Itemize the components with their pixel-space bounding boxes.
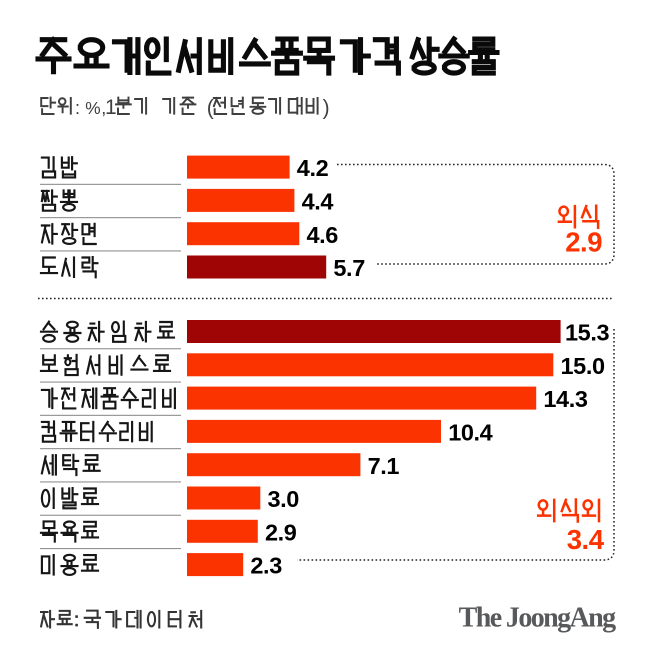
svg-text:10.4: 10.4 [448,420,492,446]
svg-text:15.3: 15.3 [565,320,609,346]
svg-text:,: , [101,98,106,118]
svg-text:(: ( [207,97,214,120]
svg-text:1: 1 [105,96,117,119]
svg-text:%: % [85,98,100,118]
svg-text:): ) [323,97,330,120]
svg-text:15.0: 15.0 [561,353,605,379]
svg-text:4.2: 4.2 [297,155,329,181]
svg-text:4.6: 4.6 [307,222,339,248]
svg-text:2.3: 2.3 [250,553,282,579]
svg-text:3.4: 3.4 [567,524,605,555]
svg-text:2.9: 2.9 [265,519,297,545]
svg-text:4.4: 4.4 [302,189,334,215]
svg-text:5.7: 5.7 [333,255,365,281]
svg-text:The JoongAng: The JoongAng [459,603,616,634]
svg-text:7.1: 7.1 [368,453,400,479]
svg-text::: : [75,98,80,118]
svg-text:2.9: 2.9 [565,227,602,258]
svg-text:14.3: 14.3 [543,386,587,412]
svg-text:3.0: 3.0 [268,486,300,512]
